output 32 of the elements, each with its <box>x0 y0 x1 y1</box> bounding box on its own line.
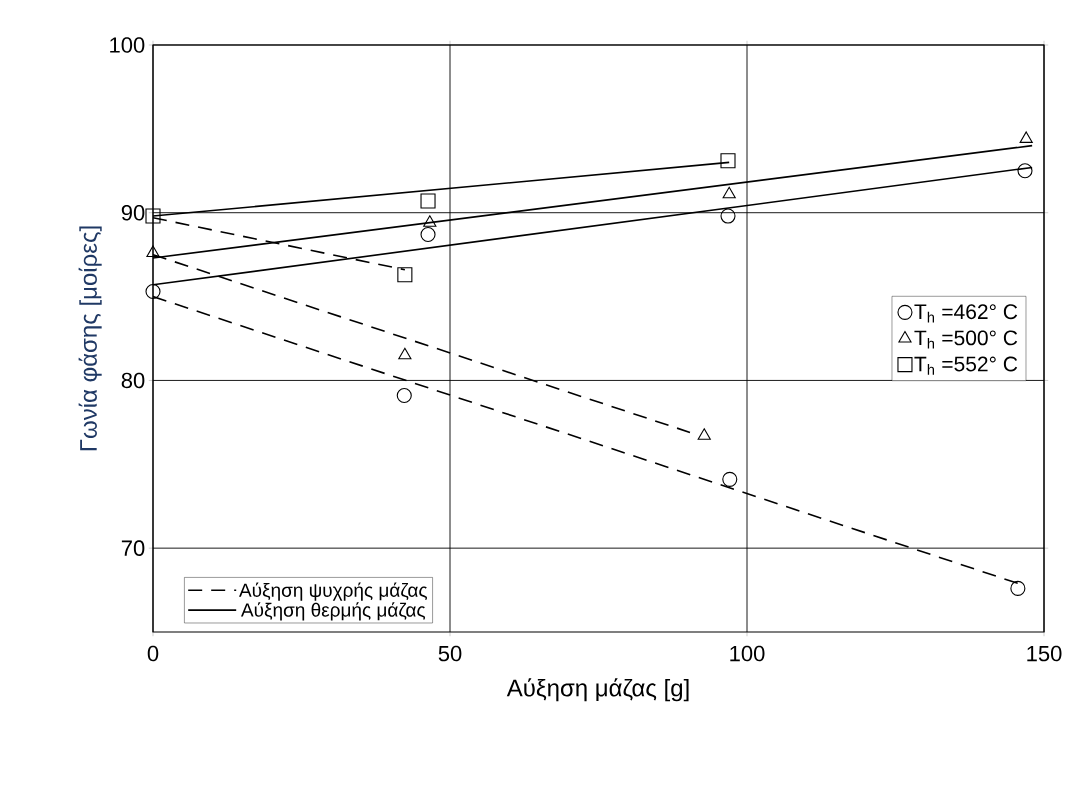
legend-label: T$_{h}$ =500° C <box>914 330 1018 349</box>
point <box>398 347 412 360</box>
point <box>423 215 437 227</box>
point <box>1010 580 1026 596</box>
point <box>720 208 736 224</box>
legend-label: T$_{h}$ =552° C <box>914 356 1018 375</box>
point <box>146 245 160 258</box>
y-tick-label: 80 <box>121 372 145 389</box>
point <box>420 226 436 243</box>
x-tick-label: 50 <box>438 645 462 662</box>
x-tick-label: 0 <box>147 645 159 662</box>
point <box>420 193 436 209</box>
point <box>1017 163 1033 179</box>
x-tick-label: 100 <box>730 645 765 662</box>
legend-label: Αύξηση θερμής μάζας <box>240 602 426 621</box>
point <box>722 471 738 487</box>
point <box>396 387 412 404</box>
point <box>697 428 711 440</box>
point <box>720 153 736 169</box>
point <box>722 186 736 199</box>
y-tick-label: 100 <box>110 37 145 53</box>
point <box>145 208 161 224</box>
point <box>397 267 413 283</box>
point <box>1019 131 1033 143</box>
legend-label: T$_{h}$ =462° C <box>914 304 1018 323</box>
legend-label: Αύξηση ψυχρής μάζας <box>239 582 428 601</box>
y-tick-label: 70 <box>121 540 145 556</box>
point <box>145 283 161 300</box>
x-tick-label: 150 <box>1027 645 1062 662</box>
y-tick-label: 90 <box>121 204 145 221</box>
y-axis-title: Γωνία φάσης [μοίρες] <box>78 226 102 451</box>
x-axis-title: Αύξηση μάζας [g] <box>506 678 689 702</box>
